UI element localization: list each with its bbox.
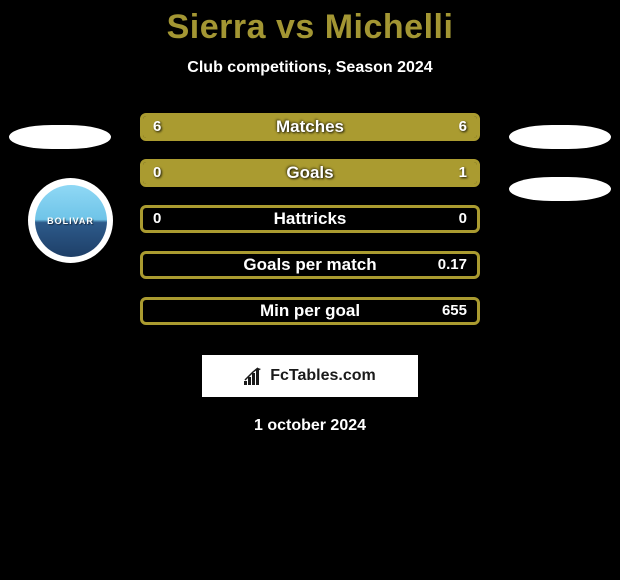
stat-bar: 0Goals1	[140, 159, 480, 187]
stat-value-right: 1	[459, 162, 467, 184]
stat-label: Goals	[143, 162, 477, 184]
stat-label: Min per goal	[143, 300, 477, 322]
stat-row: 0Goals1	[0, 159, 620, 205]
brand-text: FcTables.com	[270, 367, 376, 385]
stat-row: 6Matches6	[0, 113, 620, 159]
chart-icon	[244, 367, 266, 385]
stat-value-right: 0	[459, 208, 467, 230]
stat-bar: Min per goal655	[140, 297, 480, 325]
stats-container: 6Matches60Goals10Hattricks0Goals per mat…	[0, 113, 620, 343]
stat-value-right: 6	[459, 116, 467, 138]
stat-bar: Goals per match0.17	[140, 251, 480, 279]
stat-value-right: 655	[442, 300, 467, 322]
stat-label: Hattricks	[143, 208, 477, 230]
stat-label: Goals per match	[143, 254, 477, 276]
brand-box[interactable]: FcTables.com	[202, 355, 418, 397]
stat-row: Goals per match0.17	[0, 251, 620, 297]
stat-bar: 0Hattricks0	[140, 205, 480, 233]
stat-label: Matches	[143, 116, 477, 138]
page-title: Sierra vs Michelli	[0, 8, 620, 47]
subtitle: Club competitions, Season 2024	[0, 59, 620, 77]
stat-value-right: 0.17	[438, 254, 467, 276]
date-label: 1 october 2024	[0, 417, 620, 435]
stat-row: Min per goal655	[0, 297, 620, 343]
stat-bar: 6Matches6	[140, 113, 480, 141]
stat-row: 0Hattricks0	[0, 205, 620, 251]
